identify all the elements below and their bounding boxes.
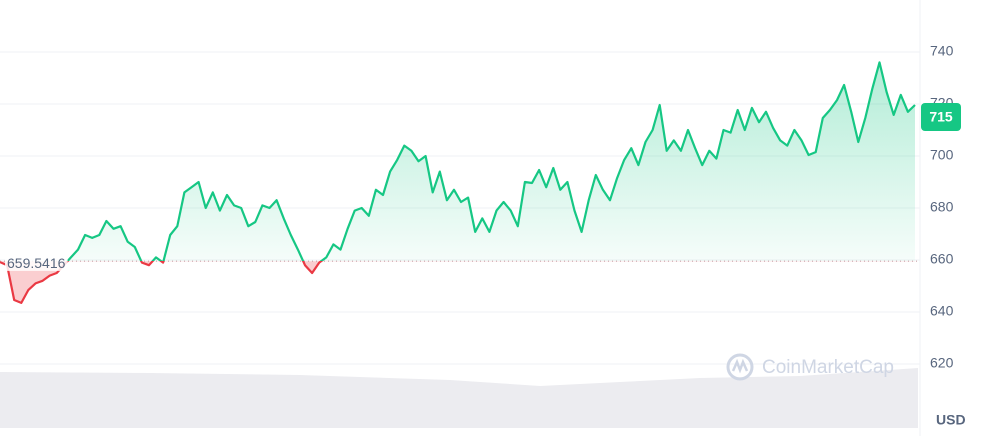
y-tick-label: 640 xyxy=(930,303,954,319)
current-price-badge xyxy=(921,103,961,131)
price-area xyxy=(0,62,915,303)
y-tick-label: 740 xyxy=(930,43,954,59)
price-line xyxy=(0,61,916,304)
y-tick-label: 680 xyxy=(930,199,954,215)
volume-area xyxy=(0,368,918,428)
current-price-label: 715 xyxy=(929,109,953,125)
watermark: CoinMarketCap xyxy=(726,353,894,381)
y-tick-label: 620 xyxy=(930,355,954,371)
y-tick-label: 660 xyxy=(930,251,954,267)
watermark-text: CoinMarketCap xyxy=(762,357,894,378)
baseline-label-bg xyxy=(5,254,68,271)
baseline-label: 659.5416 xyxy=(7,255,66,271)
y-tick-label: 700 xyxy=(930,147,954,163)
currency-label: USD xyxy=(936,412,966,428)
plot: 659.5416 xyxy=(0,61,918,304)
